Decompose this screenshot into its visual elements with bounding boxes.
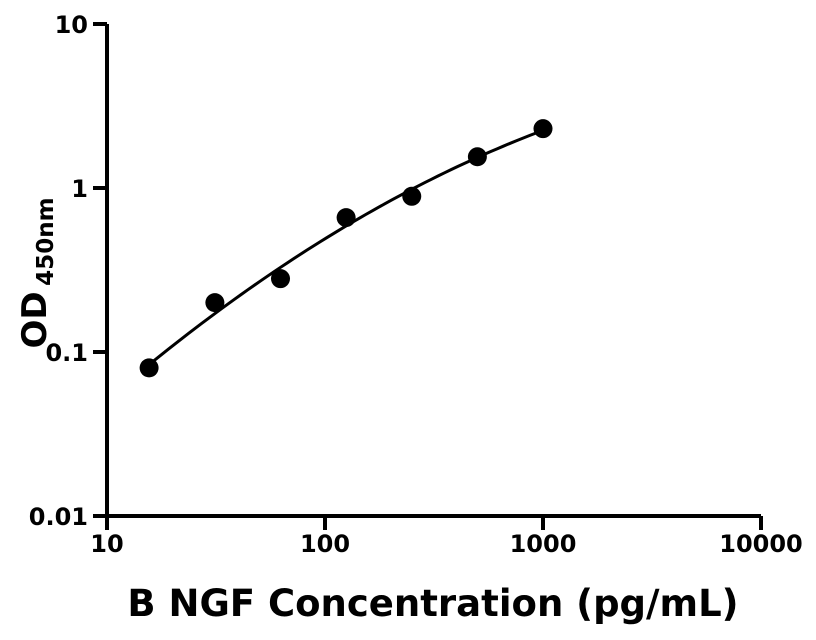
data-point: [205, 293, 225, 313]
data-point: [139, 358, 159, 378]
y-axis-title-subscript: 450nm: [33, 197, 59, 285]
x-axis-tick-label: 10: [90, 530, 123, 558]
y-axis-title: OD 450nm: [15, 197, 59, 348]
fit-curve: [148, 128, 544, 366]
x-axis-title: B NGF Concentration (pg/mL): [127, 582, 738, 625]
data-point: [336, 208, 356, 228]
x-axis-tick-label: 10000: [719, 530, 803, 558]
data-point: [533, 119, 553, 139]
axis-lines: [105, 24, 761, 518]
x-axis-tick-label: 1000: [510, 530, 577, 558]
data-point: [467, 147, 487, 167]
axes-layer: [105, 24, 761, 518]
data-point: [402, 186, 422, 206]
data-point-layer: [139, 119, 553, 378]
fit-curve-layer: [148, 128, 544, 366]
y-axis-tick-label: 10: [55, 11, 88, 39]
x-axis-tick-label: 100: [300, 530, 350, 558]
y-axis-tick-label: 1: [71, 175, 88, 203]
data-point: [271, 269, 291, 289]
y-axis-tick-label: 0.01: [29, 503, 88, 531]
y-axis-tick-label: 0.1: [45, 339, 88, 367]
tick-layer: 10 100 1000 10000 10 1 0.1 0.01: [29, 11, 803, 558]
y-axis-title-main: OD: [15, 291, 55, 348]
